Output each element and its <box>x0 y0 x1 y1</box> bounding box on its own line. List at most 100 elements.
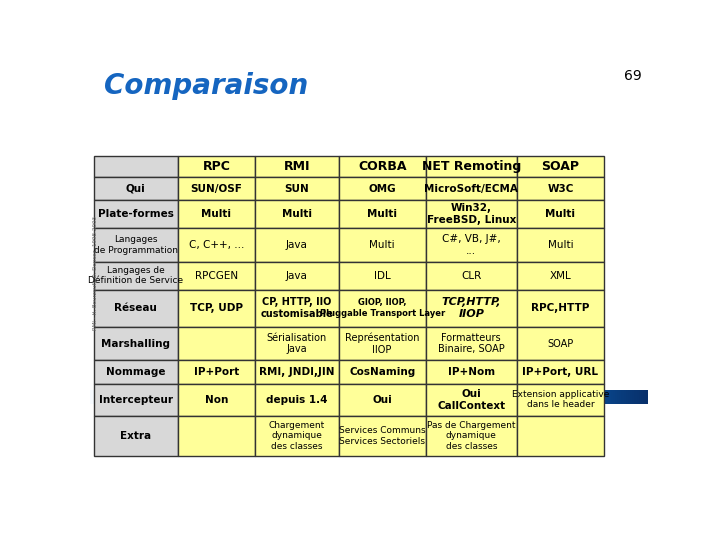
Bar <box>426 289 517 327</box>
Text: Multi: Multi <box>369 240 395 250</box>
Bar <box>255 200 339 228</box>
Text: OMG: OMG <box>369 184 396 194</box>
Bar <box>94 200 178 228</box>
Text: RPC,HTTP: RPC,HTTP <box>531 303 590 313</box>
Text: Extension applicative
dans le header: Extension applicative dans le header <box>512 390 609 409</box>
Bar <box>339 156 426 177</box>
Text: TCP,HTTP,
IIOP: TCP,HTTP, IIOP <box>441 298 501 319</box>
Bar <box>339 289 426 327</box>
Bar <box>255 289 339 327</box>
Text: Oui
CallContext: Oui CallContext <box>437 389 505 410</box>
Text: Pas de Chargement
dynamique
des classes: Pas de Chargement dynamique des classes <box>427 421 516 451</box>
Bar <box>178 361 255 383</box>
Text: Sérialisation
Java: Sérialisation Java <box>267 333 327 354</box>
Bar <box>178 200 255 228</box>
Bar <box>339 327 426 361</box>
Bar <box>426 228 517 262</box>
Bar <box>255 262 339 289</box>
Bar <box>339 262 426 289</box>
Bar <box>517 289 604 327</box>
Text: Comparaison: Comparaison <box>104 72 308 100</box>
Bar <box>339 177 426 200</box>
Bar <box>426 361 517 383</box>
Bar <box>255 383 339 416</box>
Bar <box>178 156 255 177</box>
Text: RPCGEN: RPCGEN <box>195 271 238 281</box>
Text: Réseau: Réseau <box>114 303 157 313</box>
Bar <box>517 177 604 200</box>
Text: IDL: IDL <box>374 271 390 281</box>
Text: Langages de
Définition de Service: Langages de Définition de Service <box>88 266 184 286</box>
Bar <box>517 327 604 361</box>
Text: Qui: Qui <box>126 184 145 194</box>
Text: SOAP: SOAP <box>547 339 574 348</box>
Text: Oui: Oui <box>372 395 392 405</box>
Text: IP+Port: IP+Port <box>194 367 239 377</box>
Bar <box>426 262 517 289</box>
Bar <box>255 156 339 177</box>
Bar <box>517 416 604 456</box>
Bar <box>517 228 604 262</box>
Bar <box>339 416 426 456</box>
Bar <box>94 156 178 177</box>
Bar <box>255 416 339 456</box>
Text: Multi: Multi <box>546 209 575 219</box>
Text: Plate-formes: Plate-formes <box>98 209 174 219</box>
Text: XML: XML <box>549 271 571 281</box>
Bar <box>255 327 339 361</box>
Bar <box>426 383 517 416</box>
Text: IP+Nom: IP+Nom <box>448 367 495 377</box>
Bar <box>94 289 178 327</box>
Bar <box>517 383 604 416</box>
Text: depuis 1.4: depuis 1.4 <box>266 395 328 405</box>
Text: Intercepteur: Intercepteur <box>99 395 173 405</box>
Text: NET Remoting: NET Remoting <box>422 160 521 173</box>
Bar <box>517 200 604 228</box>
Bar <box>255 228 339 262</box>
Text: W3C: W3C <box>547 184 574 194</box>
Text: Représentation
IIOP: Représentation IIOP <box>345 333 420 355</box>
Text: Multi: Multi <box>548 240 573 250</box>
Text: Java: Java <box>286 271 308 281</box>
Bar <box>178 228 255 262</box>
Text: SUN: SUN <box>284 184 310 194</box>
Bar <box>339 361 426 383</box>
Text: Services Communs
Services Sectoriels: Services Communs Services Sectoriels <box>339 426 426 445</box>
Text: Java: Java <box>286 240 308 250</box>
Bar <box>255 361 339 383</box>
Bar <box>94 361 178 383</box>
Bar <box>94 416 178 456</box>
Bar <box>178 327 255 361</box>
Bar <box>178 177 255 200</box>
Text: C, C++, ...: C, C++, ... <box>189 240 244 250</box>
Text: CLR: CLR <box>462 271 482 281</box>
Text: C#, VB, J#,
...: C#, VB, J#, ... <box>442 234 500 256</box>
Bar <box>339 200 426 228</box>
Text: TCP, UDP: TCP, UDP <box>190 303 243 313</box>
Text: 69: 69 <box>624 69 642 83</box>
Bar <box>94 228 178 262</box>
Text: RMI, JNDI,JIN: RMI, JNDI,JIN <box>259 367 335 377</box>
Text: Nommage: Nommage <box>106 367 166 377</box>
Text: SOAP: SOAP <box>541 160 580 173</box>
Bar <box>517 361 604 383</box>
Text: MicroSoft/ECMA: MicroSoft/ECMA <box>424 184 518 194</box>
Text: CP, HTTP, IIO
customisable: CP, HTTP, IIO customisable <box>261 298 333 319</box>
Bar <box>178 416 255 456</box>
Bar <box>94 177 178 200</box>
Bar <box>178 262 255 289</box>
Text: Chargement
dynamique
des classes: Chargement dynamique des classes <box>269 421 325 451</box>
Bar <box>339 228 426 262</box>
Text: Win32,
FreeBSD, Linux: Win32, FreeBSD, Linux <box>427 204 516 225</box>
Bar <box>178 383 255 416</box>
Bar <box>255 177 339 200</box>
Bar <box>178 289 255 327</box>
Text: Extra: Extra <box>120 431 151 441</box>
Text: RMI: RMI <box>284 160 310 173</box>
Text: Langages
de Programmation: Langages de Programmation <box>94 235 178 255</box>
Text: Non: Non <box>204 395 228 405</box>
Text: RMI - H. Bourzoufi, D. Donsez, 1998-2003: RMI - H. Bourzoufi, D. Donsez, 1998-2003 <box>92 215 97 330</box>
Bar <box>426 177 517 200</box>
Bar <box>426 156 517 177</box>
Text: IP+Port, URL: IP+Port, URL <box>523 367 598 377</box>
